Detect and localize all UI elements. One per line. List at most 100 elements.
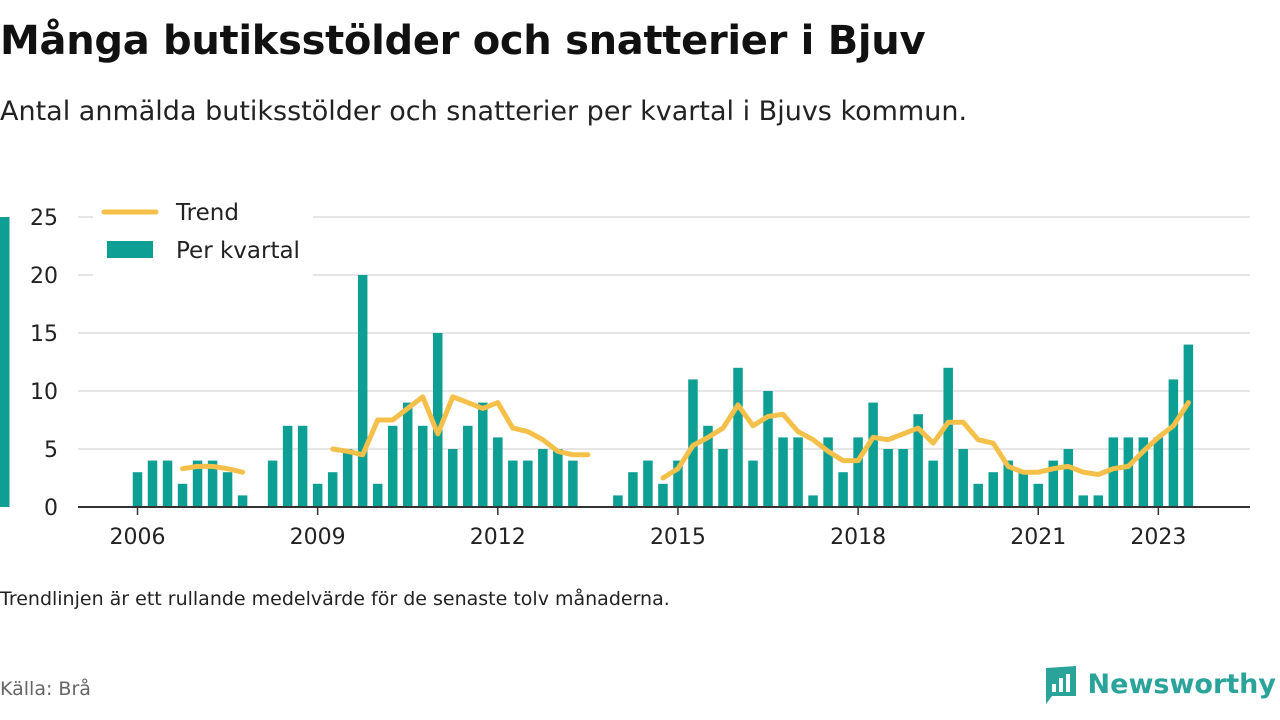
legend-trend-label: Trend — [175, 200, 239, 226]
bar — [417, 425, 428, 507]
source-text: Källa: Brå — [0, 678, 91, 700]
legend-bar-swatch — [107, 241, 153, 258]
bar — [568, 460, 578, 507]
bar — [1003, 460, 1013, 507]
bar — [913, 414, 923, 507]
bar — [448, 449, 458, 507]
bar — [508, 460, 518, 507]
bar — [643, 460, 653, 507]
x-tick-label: 2023 — [1130, 525, 1186, 550]
y-tick-label: 0 — [44, 496, 58, 521]
bar — [808, 495, 818, 507]
bar — [237, 495, 248, 507]
newsworthy-logo-icon — [1045, 666, 1076, 704]
bar — [1123, 437, 1134, 507]
bar — [748, 460, 758, 507]
bar — [478, 402, 488, 507]
bar — [613, 495, 623, 507]
legend-bar-label: Per kvartal — [176, 238, 300, 264]
bar — [342, 449, 353, 507]
footnote: Trendlinjen är ett rullande medelvärde f… — [0, 588, 670, 610]
bar — [1033, 483, 1043, 507]
legend-background — [93, 195, 313, 277]
bar — [327, 472, 338, 507]
bar — [222, 472, 233, 507]
x-tick-label: 2012 — [470, 525, 526, 550]
y-tick-label: 25 — [30, 206, 58, 231]
brand: Newsworthy — [1044, 664, 1276, 704]
bar — [628, 472, 638, 507]
bar — [988, 472, 998, 507]
legend: Trend Per kvartal — [93, 195, 313, 277]
bar — [733, 367, 743, 507]
bar — [1168, 379, 1179, 507]
y-tick-label: 5 — [44, 438, 58, 463]
bar — [493, 437, 503, 507]
bar — [1078, 495, 1089, 507]
brand-name: Newsworthy — [1087, 668, 1276, 700]
y-tick-label: 20 — [30, 264, 58, 289]
bar — [778, 437, 788, 507]
bar — [1063, 449, 1074, 507]
bar — [0, 217, 10, 507]
bar — [523, 460, 533, 507]
bar — [433, 333, 443, 507]
bar — [673, 460, 683, 507]
chart-title: Många butiksstölder och snatterier i Bju… — [0, 18, 926, 64]
x-tick-label: 2009 — [290, 525, 346, 550]
bar — [312, 483, 323, 507]
trend-line-segment — [330, 394, 591, 458]
trend-line — [180, 394, 1191, 481]
bar — [402, 402, 413, 507]
bar — [763, 391, 773, 507]
y-tick-label: 10 — [30, 380, 58, 405]
bar — [1108, 437, 1119, 507]
bar — [463, 425, 473, 507]
bar — [553, 449, 563, 507]
bar — [538, 449, 548, 507]
bar — [718, 449, 728, 507]
bar — [928, 460, 938, 507]
x-tick-label: 2021 — [1010, 525, 1066, 550]
bar — [282, 425, 293, 507]
bar — [1153, 437, 1164, 507]
bar — [132, 472, 143, 507]
bar — [793, 437, 803, 507]
chart-subtitle: Antal anmälda butiksstölder och snatteri… — [0, 96, 968, 127]
trend-line-segment — [660, 400, 1191, 481]
bar — [943, 367, 953, 507]
x-tick-label: 2015 — [650, 525, 706, 550]
y-axis-ticks: 0 5 10 15 20 25 — [30, 206, 58, 521]
bar — [703, 425, 713, 507]
bar — [387, 425, 398, 507]
bar — [973, 483, 983, 507]
bar — [297, 425, 308, 507]
trend-line-segment — [180, 463, 246, 475]
bar — [267, 460, 278, 507]
bar — [357, 275, 368, 507]
bar — [823, 437, 833, 507]
x-tick-label: 2018 — [830, 525, 886, 550]
bar — [1138, 437, 1149, 507]
bar — [372, 483, 383, 507]
bar — [1048, 460, 1059, 507]
y-tick-label: 15 — [30, 322, 58, 347]
x-tick-label: 2006 — [110, 525, 166, 550]
bar — [192, 460, 203, 507]
bar — [958, 449, 968, 507]
bar — [177, 483, 188, 507]
bar — [162, 460, 173, 507]
bar — [853, 437, 863, 507]
x-axis-ticks: 2006 2009 2012 2015 2018 2021 2023 — [110, 507, 1186, 550]
bar — [1093, 495, 1104, 507]
bar — [838, 472, 848, 507]
bar — [898, 449, 908, 507]
bar — [207, 460, 218, 507]
bar — [147, 460, 158, 507]
bar — [1018, 472, 1028, 507]
bar — [883, 449, 893, 507]
bar — [868, 402, 878, 507]
bar — [658, 483, 668, 507]
bar — [1183, 344, 1194, 507]
